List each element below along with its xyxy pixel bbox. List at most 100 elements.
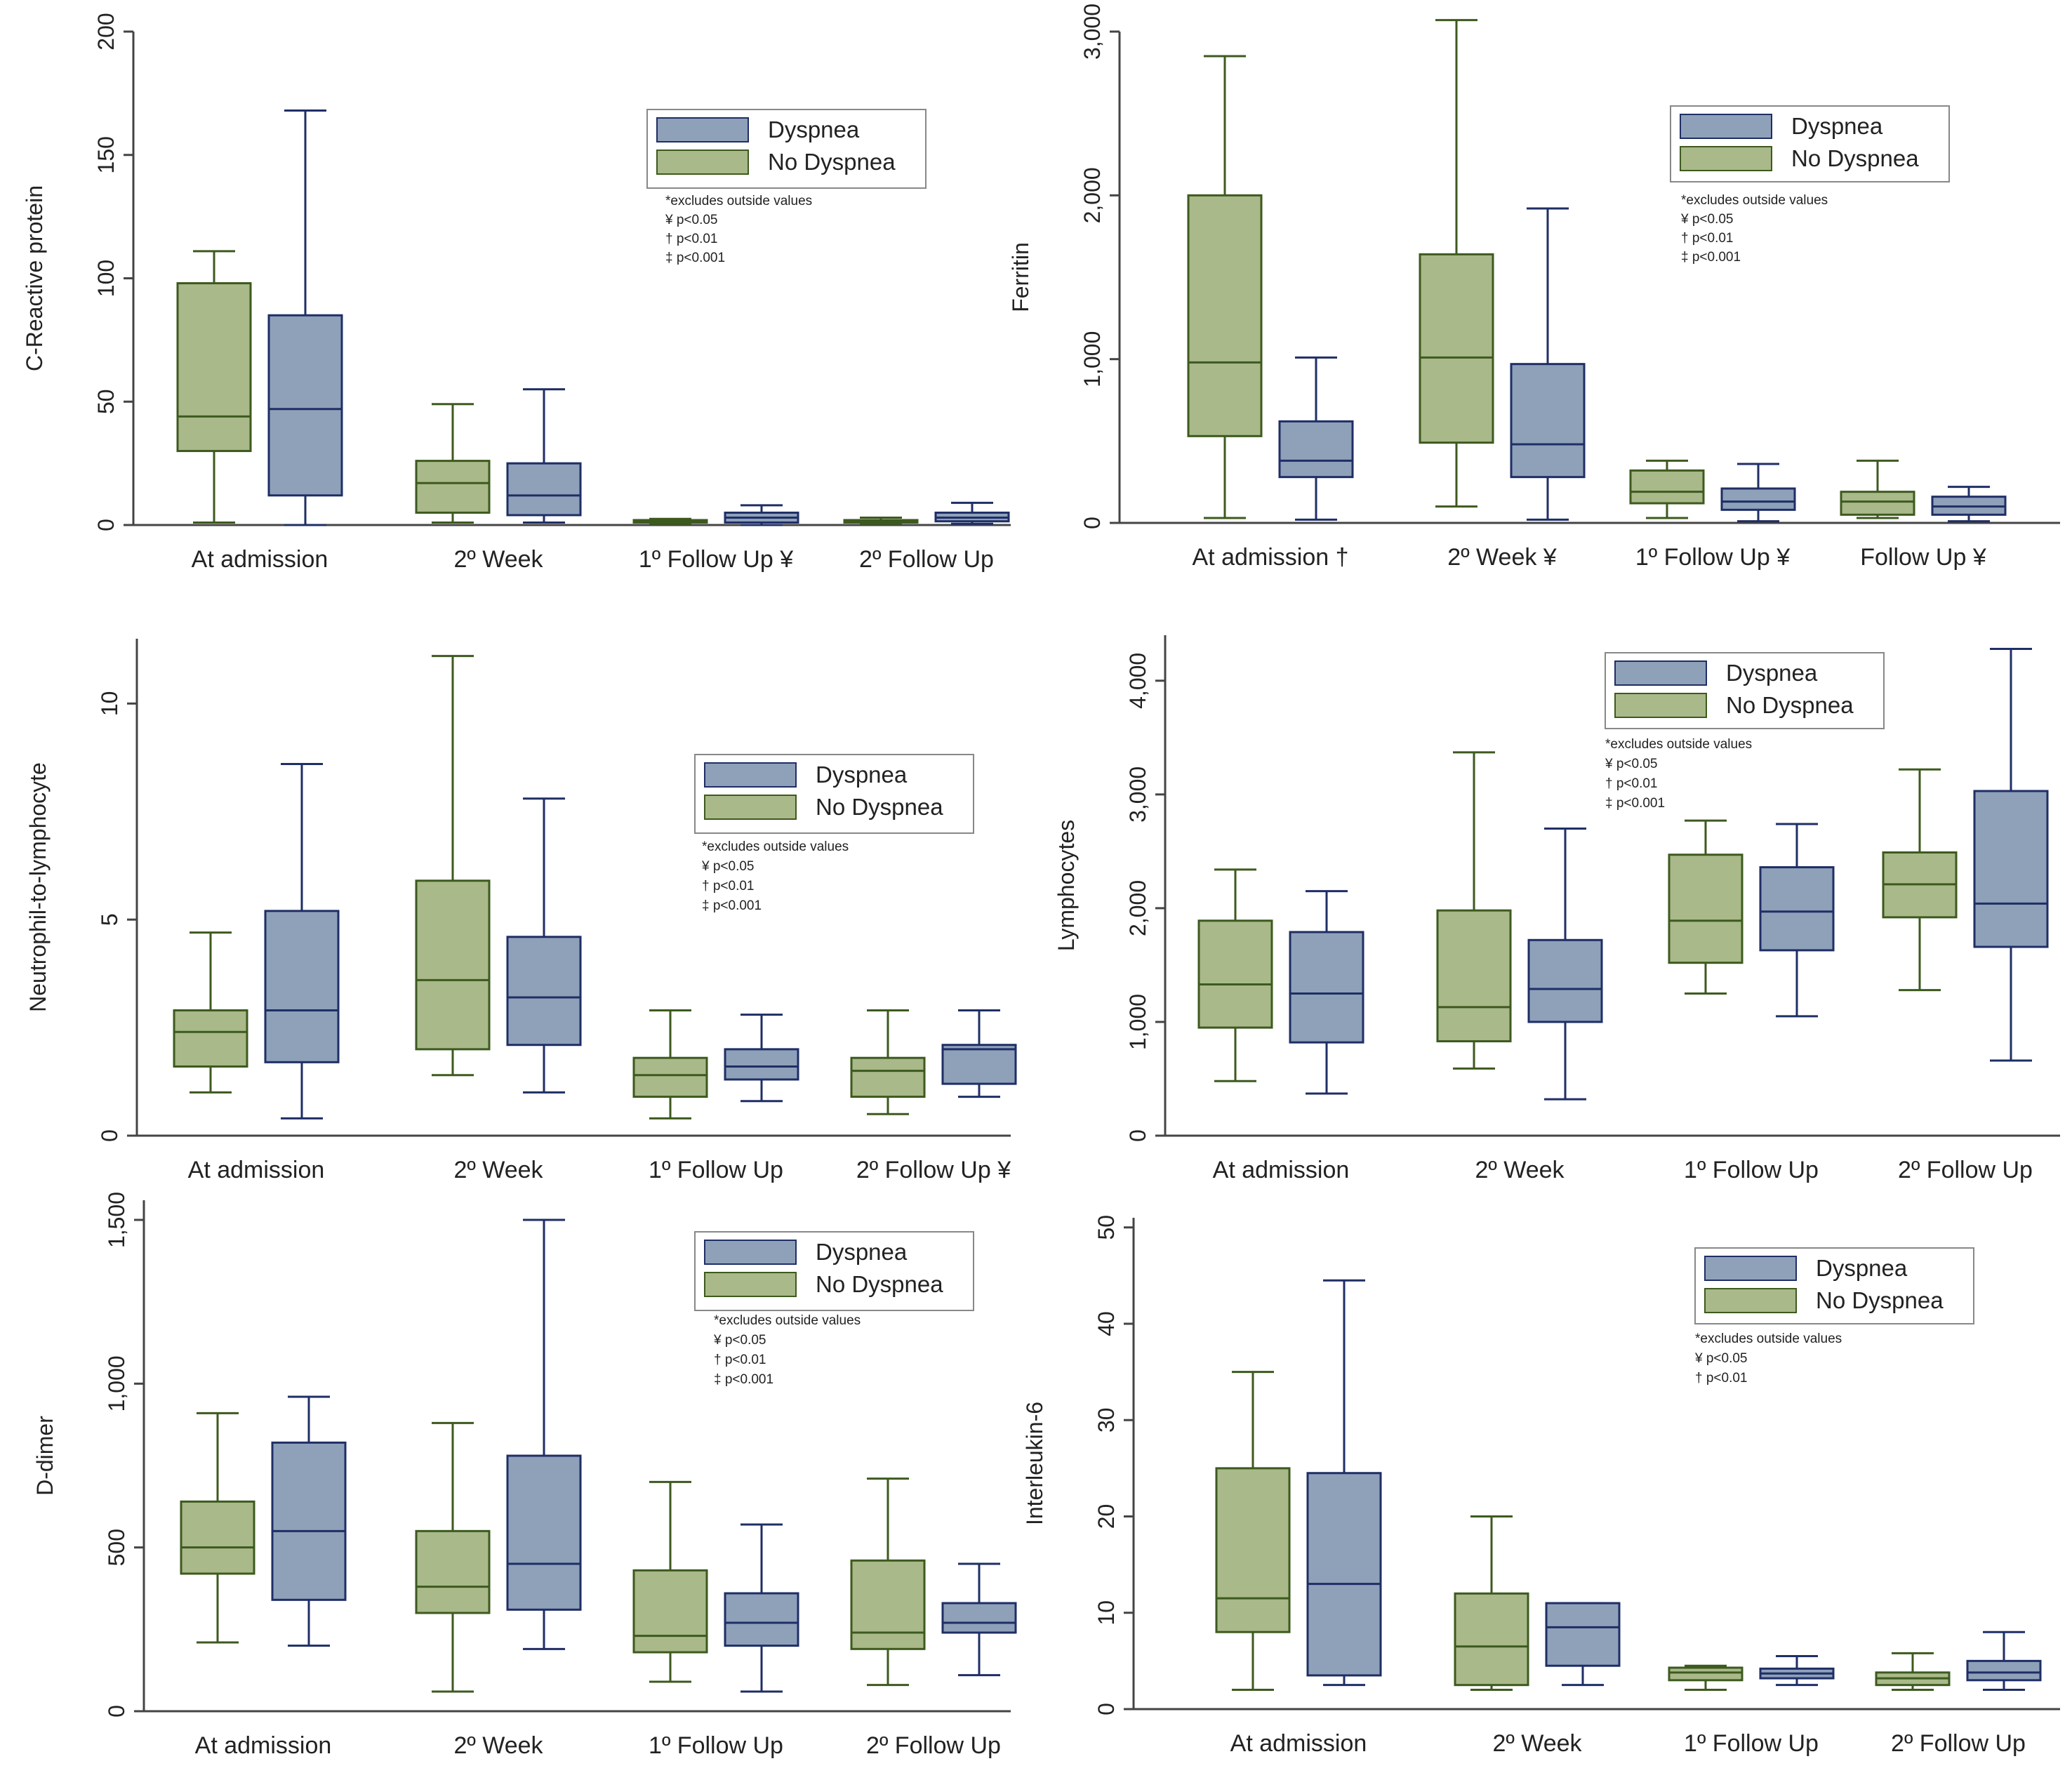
y-tick-label: 1,500 bbox=[104, 1192, 129, 1248]
box-iqr bbox=[724, 1048, 799, 1081]
box-iqr bbox=[941, 1602, 1017, 1634]
x-category-label: 1º Follow Up bbox=[1684, 1157, 1819, 1183]
box-iqr bbox=[415, 879, 491, 1051]
chart-panel-1: 0 50 100 150 200 C-Reactive protein At admissi… bbox=[22, 13, 1011, 573]
legend-swatch-dyspnea bbox=[704, 1240, 797, 1265]
box-dyspnea-3 bbox=[1759, 823, 1835, 1018]
box-dyspnea-4 bbox=[941, 1009, 1017, 1098]
box-iqr bbox=[1197, 919, 1273, 1029]
box-iqr bbox=[1668, 1666, 1744, 1682]
x-category-label: 2º Week bbox=[453, 546, 543, 573]
y-tick-label: 40 bbox=[1094, 1311, 1119, 1336]
box-dyspnea-2 bbox=[1510, 207, 1586, 521]
box-dyspnea-2 bbox=[1545, 1602, 1621, 1687]
y-tick-label: 0 bbox=[93, 519, 119, 531]
box-iqr bbox=[850, 1056, 926, 1098]
y-tick-label: 200 bbox=[93, 13, 119, 50]
legend-label: No Dyspnea bbox=[1726, 692, 1854, 718]
box-iqr bbox=[1306, 1472, 1382, 1677]
legend-label: Dyspnea bbox=[816, 1239, 908, 1265]
box-no-dyspnea-1 bbox=[180, 1412, 255, 1644]
y-tick-label: 10 bbox=[1094, 1600, 1119, 1626]
significance-note: ‡ p<0.001 bbox=[702, 898, 762, 913]
legend-swatch-no-dyspnea bbox=[1614, 693, 1707, 718]
box-no-dyspnea-2 bbox=[415, 655, 491, 1077]
significance-note: *excludes outside values bbox=[1695, 1331, 1842, 1346]
significance-note: *excludes outside values bbox=[1605, 737, 1752, 752]
y-tick-label: 150 bbox=[93, 136, 119, 173]
box-dyspnea-3 bbox=[1720, 463, 1796, 523]
box-iqr bbox=[1668, 854, 1744, 964]
box-no-dyspnea-2 bbox=[1419, 19, 1494, 508]
box-dyspnea-2 bbox=[506, 388, 582, 524]
box-iqr bbox=[506, 1454, 582, 1611]
y-axis-title: Lymphocytes bbox=[1054, 820, 1079, 951]
y-tick-label: 3,000 bbox=[1125, 766, 1150, 823]
significance-note: † p<0.01 bbox=[665, 232, 718, 246]
legend-swatch-dyspnea bbox=[1704, 1256, 1797, 1281]
x-category-label: 1º Follow Up ¥ bbox=[1635, 544, 1790, 571]
box-dyspnea-4 bbox=[941, 1562, 1017, 1677]
y-axis-title: Ferritin bbox=[1008, 242, 1033, 312]
box-dyspnea-4 bbox=[934, 501, 1010, 525]
box-iqr bbox=[1187, 194, 1263, 437]
box-iqr bbox=[1759, 866, 1835, 952]
legend-swatch-no-dyspnea bbox=[656, 150, 749, 175]
x-category-label: 2º Week ¥ bbox=[1447, 544, 1557, 571]
box-no-dyspnea-4 bbox=[850, 1477, 926, 1687]
significance-note: ‡ p<0.001 bbox=[714, 1372, 773, 1387]
legend-label: Dyspnea bbox=[1816, 1255, 1908, 1281]
box-iqr bbox=[1527, 938, 1603, 1023]
legend: Dyspnea No Dyspnea bbox=[1694, 1247, 1974, 1324]
box-iqr bbox=[1973, 790, 2049, 948]
box-iqr bbox=[632, 1569, 708, 1654]
y-axis-title: D-dimer bbox=[32, 1416, 58, 1496]
box-iqr bbox=[267, 314, 343, 497]
box-iqr bbox=[1545, 1602, 1621, 1667]
box-iqr bbox=[1720, 487, 1796, 511]
significance-note: ‡ p<0.001 bbox=[665, 251, 725, 265]
box-dyspnea-3 bbox=[724, 1014, 799, 1103]
legend-swatch-no-dyspnea bbox=[704, 1272, 797, 1297]
box-iqr bbox=[1278, 420, 1354, 479]
x-category-label: 2º Week bbox=[453, 1732, 543, 1759]
box-iqr bbox=[271, 1441, 347, 1601]
legend: Dyspnea No Dyspnea bbox=[1670, 105, 1950, 182]
chart-panel-6: 0 10 20 30 40 50 Interleukin-6 At admission 2º W… bbox=[1022, 1215, 2060, 1757]
significance-note: † p<0.01 bbox=[1605, 776, 1658, 791]
x-category-label: At admission bbox=[188, 1157, 325, 1183]
y-tick-label: 1,000 bbox=[1125, 994, 1150, 1050]
box-no-dyspnea-4 bbox=[843, 516, 919, 525]
significance-note: ¥ p<0.05 bbox=[713, 1333, 766, 1348]
box-iqr bbox=[415, 460, 491, 514]
legend: Dyspnea No Dyspnea bbox=[694, 754, 974, 834]
x-category-label: At admission bbox=[195, 1732, 332, 1759]
box-dyspnea-1 bbox=[1278, 356, 1354, 521]
box-iqr bbox=[1215, 1467, 1291, 1633]
x-category-label: At admission bbox=[192, 546, 328, 573]
legend-label: Dyspnea bbox=[816, 762, 908, 788]
box-no-dyspnea-3 bbox=[1668, 1664, 1744, 1692]
x-category-label: 2º Week bbox=[1475, 1157, 1565, 1183]
legend: Dyspnea No Dyspnea bbox=[1605, 652, 1885, 729]
box-iqr bbox=[1966, 1659, 2042, 1682]
x-category-label: 2º Follow Up bbox=[1898, 1157, 2033, 1183]
box-no-dyspnea-1 bbox=[1197, 868, 1273, 1082]
significance-note: *excludes outside values bbox=[665, 194, 812, 208]
y-tick-label: 2,000 bbox=[1080, 167, 1105, 223]
box-no-dyspnea-4 bbox=[1882, 768, 1958, 992]
box-no-dyspnea-4 bbox=[1875, 1652, 1951, 1692]
box-no-dyspnea-3 bbox=[632, 517, 708, 525]
legend-label: No Dyspnea bbox=[768, 149, 896, 175]
legend-swatch-no-dyspnea bbox=[1704, 1288, 1797, 1313]
box-no-dyspnea-1 bbox=[1187, 55, 1263, 519]
y-tick-label: 100 bbox=[93, 260, 119, 297]
box-no-dyspnea-4 bbox=[850, 1009, 926, 1115]
box-dyspnea-3 bbox=[724, 1523, 799, 1693]
legend-swatch-dyspnea bbox=[704, 762, 797, 788]
y-tick-label: 20 bbox=[1094, 1504, 1119, 1529]
y-tick-label: 0 bbox=[104, 1705, 129, 1718]
legend-label: Dyspnea bbox=[1791, 113, 1883, 139]
box-no-dyspnea-3 bbox=[632, 1480, 708, 1683]
box-no-dyspnea-1 bbox=[176, 250, 252, 524]
